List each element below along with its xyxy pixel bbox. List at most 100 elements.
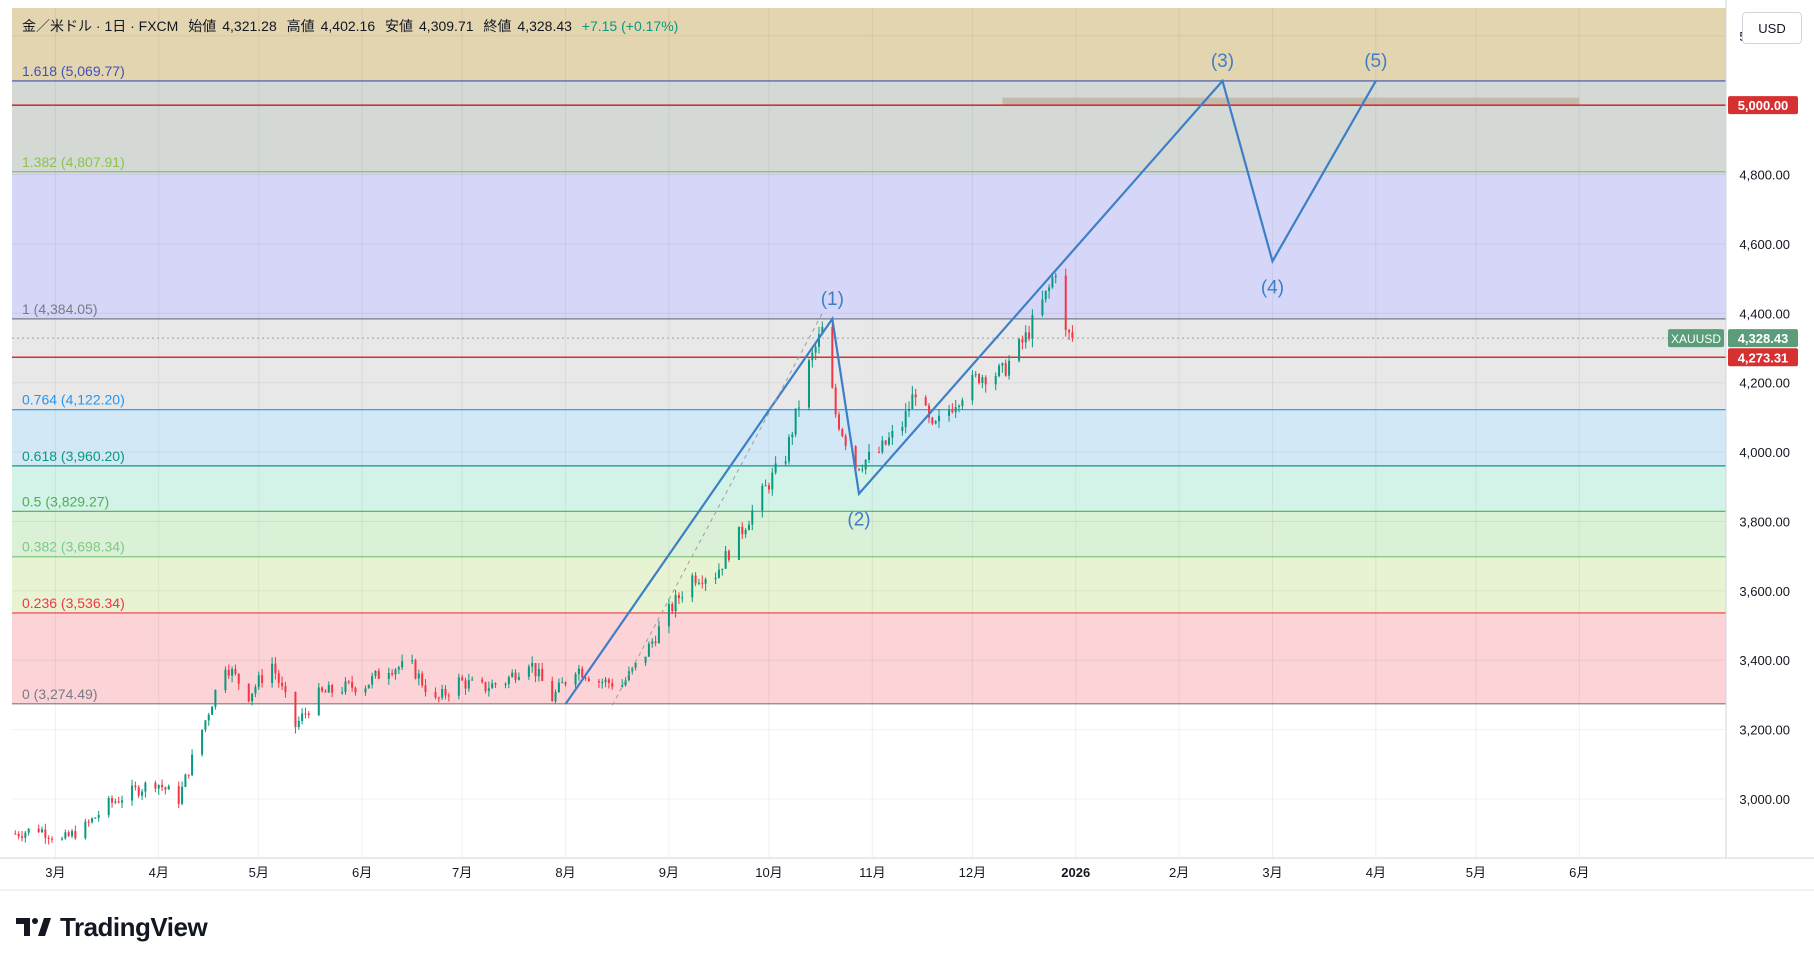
fib-level-label: 1.618 (5,069.77) <box>22 63 125 79</box>
candle-body <box>307 713 310 716</box>
candle-body <box>1044 290 1047 300</box>
fib-zone <box>12 318 1726 410</box>
candle-body <box>557 682 560 692</box>
candle-body <box>1028 332 1031 339</box>
candle-body <box>837 414 840 430</box>
candle-body <box>884 440 887 445</box>
candle-body <box>331 685 334 693</box>
candle-body <box>401 661 404 668</box>
brand-name: TradingView <box>60 911 208 942</box>
candle-body <box>91 818 94 823</box>
fib-level-label: 0.5 (3,829.27) <box>22 493 109 509</box>
candle-body <box>787 437 790 462</box>
candle-body <box>191 754 194 776</box>
price-tag-bg <box>1728 348 1798 367</box>
candle-body <box>697 582 700 584</box>
y-tick-label: 4,000.00 <box>1739 445 1790 460</box>
candle-body <box>484 682 487 691</box>
y-tick-label: 4,400.00 <box>1739 306 1790 321</box>
candle-body <box>561 682 564 684</box>
candle-body <box>271 663 274 683</box>
y-tick-label: 3,800.00 <box>1739 514 1790 529</box>
candle-body <box>624 680 627 686</box>
symbol-name: 金／米ドル · 1日 · FXCM <box>22 18 179 34</box>
candle-body <box>1018 339 1021 361</box>
fib-level-label: 0 (3,274.49) <box>22 686 98 702</box>
candle-body <box>274 663 277 674</box>
x-tick-label: 11月 <box>859 865 886 880</box>
candle-body <box>744 530 747 535</box>
candle-body <box>514 672 517 680</box>
candle-body <box>21 836 24 838</box>
current-price-tag: 4,328.43 <box>1738 331 1789 346</box>
candle-body <box>861 469 864 471</box>
candle-body <box>771 472 774 490</box>
candle-body <box>234 668 237 674</box>
candle-body <box>94 817 97 819</box>
candle-body <box>741 526 744 535</box>
candle-body <box>727 550 730 560</box>
candle-body <box>938 415 941 422</box>
candle-body <box>604 679 607 683</box>
y-tick-label: 3,400.00 <box>1739 653 1790 668</box>
candle-body <box>37 828 40 833</box>
symbol-tag: XAUUSD <box>1671 332 1721 346</box>
candle-body <box>517 676 520 680</box>
price-tag: 5,000.00 <box>1738 98 1789 113</box>
candle-body <box>1008 360 1011 376</box>
candle-body <box>417 673 420 679</box>
x-tick-label: 2026 <box>1061 865 1090 880</box>
candle-body <box>164 787 167 790</box>
candle-body <box>1068 329 1071 333</box>
candle-body <box>981 377 984 384</box>
candle-body <box>584 677 587 679</box>
candle-body <box>167 786 170 790</box>
candle-body <box>621 685 624 687</box>
candle-body <box>647 643 650 657</box>
candle-body <box>954 407 957 413</box>
candle-body <box>321 687 324 692</box>
candle-body <box>257 675 260 687</box>
candle-body <box>414 660 417 679</box>
candle-body <box>41 829 44 833</box>
candle-body <box>1031 315 1034 339</box>
candle-body <box>671 604 674 612</box>
candle-body <box>181 786 184 804</box>
candle-body <box>974 374 977 376</box>
candle-body <box>694 575 697 584</box>
currency-selector[interactable]: USD <box>1742 12 1802 44</box>
fib-zone <box>12 612 1726 704</box>
candle-body <box>377 670 380 679</box>
candle-body <box>704 579 707 584</box>
candle-body <box>74 831 77 839</box>
candle-body <box>1001 363 1004 366</box>
x-tick-label: 6月 <box>352 865 372 880</box>
candle-body <box>978 374 981 384</box>
candle-body <box>317 687 320 716</box>
candle-body <box>64 832 67 839</box>
candle-body <box>761 485 764 511</box>
candle-body <box>281 682 284 687</box>
candle-body <box>857 468 860 470</box>
candle-body <box>901 427 904 431</box>
candle-body <box>1021 339 1024 343</box>
candle-body <box>958 406 961 408</box>
x-tick-label: 2月 <box>1169 865 1189 880</box>
candle-body <box>157 784 160 789</box>
plot-area <box>12 8 1726 858</box>
candle-body <box>111 798 114 803</box>
candle-body <box>601 682 604 684</box>
candle-body <box>931 417 934 424</box>
candle-body <box>1064 275 1067 330</box>
tradingview-logo[interactable]: TradingView <box>16 911 208 942</box>
candle-body <box>564 682 567 685</box>
candle-body <box>844 436 847 447</box>
candle-body <box>797 407 800 409</box>
close-value: 4,328.43 <box>517 18 572 34</box>
candle-body <box>184 774 187 787</box>
open-value: 4,321.28 <box>222 18 277 34</box>
candle-body <box>247 683 250 702</box>
candle-body <box>117 801 120 803</box>
y-tick-label: 3,000.00 <box>1739 792 1790 807</box>
